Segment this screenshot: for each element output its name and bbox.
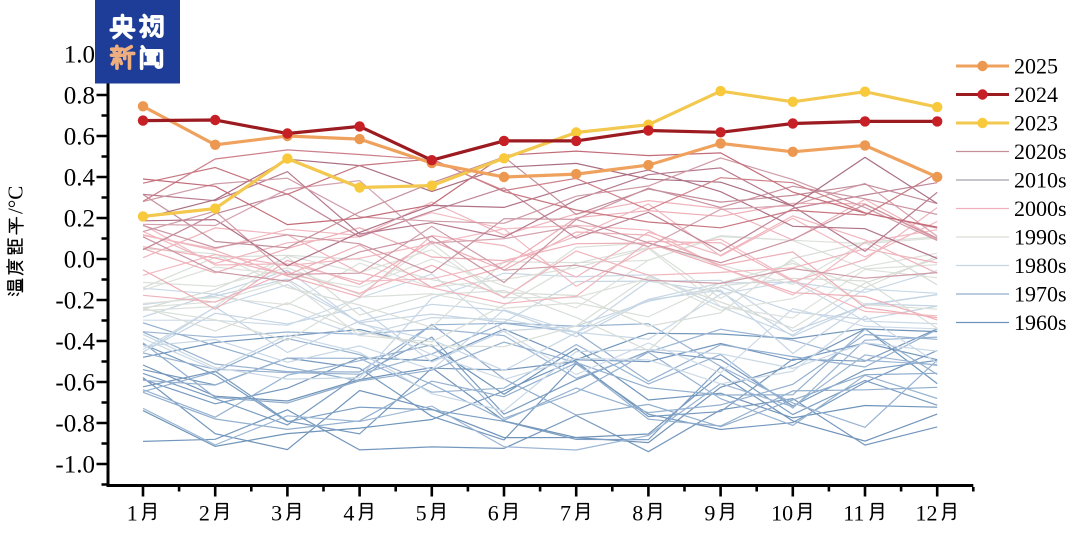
svg-text:2023: 2023 (1014, 111, 1058, 136)
svg-text:2020s: 2020s (1014, 139, 1067, 164)
svg-text:1960s: 1960s (1014, 310, 1067, 335)
svg-text:3: 3 (271, 501, 282, 526)
svg-text:5: 5 (416, 501, 427, 526)
svg-text:-0.8: -0.8 (55, 411, 95, 438)
svg-text:2025: 2025 (1014, 54, 1058, 79)
svg-text:1: 1 (127, 501, 138, 526)
svg-text:2024: 2024 (1014, 82, 1058, 107)
svg-text:1980s: 1980s (1014, 253, 1067, 278)
svg-text:0.2: 0.2 (64, 206, 95, 233)
svg-text:1990s: 1990s (1014, 225, 1067, 250)
svg-text:7: 7 (560, 501, 571, 526)
svg-text:0.8: 0.8 (64, 83, 95, 110)
svg-text:11: 11 (843, 501, 864, 526)
svg-text:12: 12 (916, 501, 938, 526)
svg-text:2000s: 2000s (1014, 196, 1067, 221)
svg-text:1970s: 1970s (1014, 282, 1067, 307)
svg-text:2010s: 2010s (1014, 168, 1067, 193)
svg-text:4: 4 (343, 501, 354, 526)
svg-text:6: 6 (488, 501, 499, 526)
svg-text:-1.0: -1.0 (55, 452, 95, 479)
svg-text:/°C: /°C (4, 186, 28, 214)
svg-text:8: 8 (632, 501, 643, 526)
svg-text:-0.6: -0.6 (55, 370, 95, 397)
svg-text:0.0: 0.0 (64, 247, 95, 274)
svg-text:1.0: 1.0 (64, 42, 95, 69)
svg-text:-0.4: -0.4 (55, 329, 95, 356)
svg-text:9: 9 (704, 501, 715, 526)
svg-text:2: 2 (199, 501, 210, 526)
svg-text:0.4: 0.4 (64, 165, 96, 192)
svg-text:-0.2: -0.2 (55, 288, 95, 315)
svg-text:10: 10 (771, 501, 793, 526)
svg-text:0.6: 0.6 (64, 124, 95, 151)
